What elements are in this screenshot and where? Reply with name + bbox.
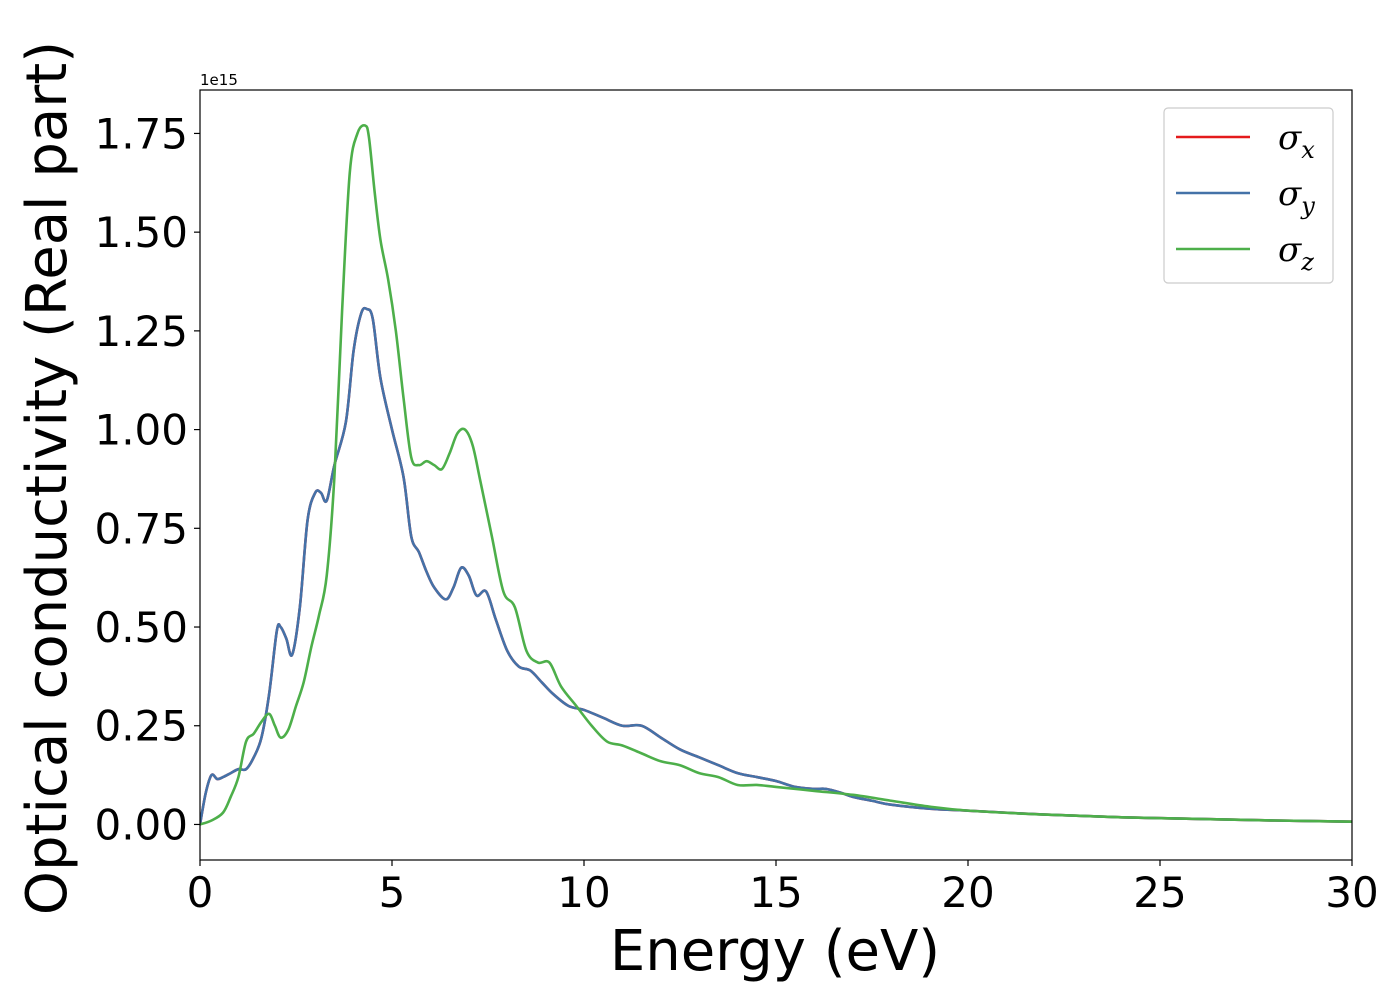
series-line-sigma-x — [200, 306, 1352, 825]
y-tick-label: 0.75 — [94, 504, 188, 553]
legend-box — [1163, 107, 1334, 284]
x-axis-title: Energy (eV) — [610, 919, 940, 984]
x-tick-label: 5 — [379, 868, 406, 917]
series-line-sigma-y — [200, 306, 1352, 825]
y-tick-label: 1.25 — [94, 307, 188, 356]
y-tick-label: 0.50 — [94, 603, 188, 652]
x-tick-label: 25 — [1133, 868, 1186, 917]
plot-area — [200, 124, 1352, 826]
x-tick-label: 15 — [749, 868, 802, 917]
legend-label-sigma-z: σz — [1278, 230, 1314, 276]
x-tick-label: 0 — [187, 868, 214, 917]
legend-label-sigma-y: σy — [1278, 174, 1315, 220]
y-offset-label: 1e15 — [200, 71, 238, 89]
y-tick-label: 1.50 — [94, 208, 188, 257]
y-tick-label: 1.75 — [94, 109, 188, 158]
legend: σx σy σz — [1163, 107, 1334, 284]
x-tick-label: 10 — [557, 868, 610, 917]
x-tick-label: 20 — [941, 868, 994, 917]
y-tick-label: 0.00 — [94, 800, 188, 849]
y-axis-title: Optical conductivity (Real part) — [15, 41, 80, 915]
y-tick-label: 1.00 — [94, 406, 188, 455]
x-tick-label: 30 — [1325, 868, 1378, 917]
axes: 0 5 10 15 20 25 30 0.00 0.25 0.50 0.75 1.00 1.25 1.50… — [94, 89, 1379, 917]
series-line-sigma-z — [200, 124, 1352, 826]
y-tick-label: 0.25 — [94, 702, 188, 751]
legend-label-sigma-x: σx — [1278, 118, 1315, 164]
